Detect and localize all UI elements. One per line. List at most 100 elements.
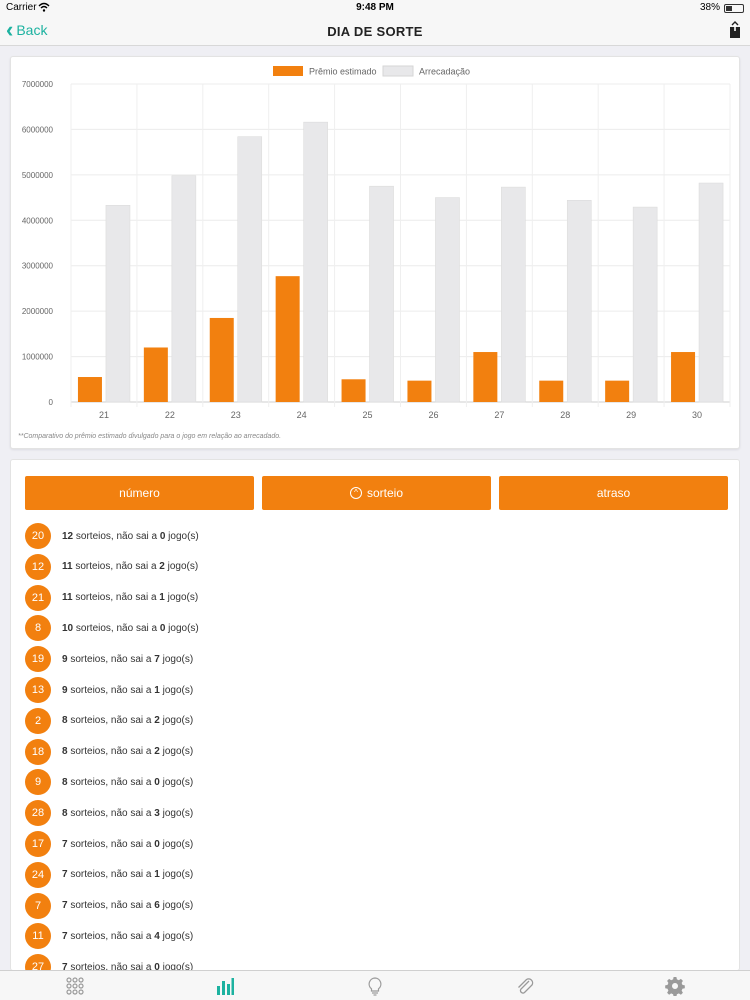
- list-item[interactable]: 8 10 sorteios, não sai a 0 jogo(s): [25, 614, 725, 642]
- x-tick-label: 26: [428, 410, 438, 420]
- ranking-card: número ^ sorteio atraso 20 12 sorteios, n…: [10, 459, 740, 971]
- status-time: 9:48 PM: [356, 2, 394, 13]
- x-tick-label: 21: [99, 410, 109, 420]
- list-item[interactable]: 2 8 sorteios, não sai a 2 jogo(s): [25, 707, 725, 735]
- legend-label: Arrecadação: [419, 67, 470, 77]
- list-item[interactable]: 18 8 sorteios, não sai a 2 jogo(s): [25, 738, 725, 766]
- y-tick-label: 2000000: [22, 307, 54, 316]
- bar-premio: [275, 276, 300, 402]
- carrier-label: Carrier: [6, 2, 37, 13]
- bar-premio: [77, 377, 102, 402]
- number-badge: 24: [25, 861, 51, 888]
- bar-premio: [671, 352, 696, 402]
- item-description: 7 sorteios, não sai a 0 jogo(s): [62, 961, 194, 971]
- bar-premio: [539, 380, 564, 402]
- list-item[interactable]: 24 7 sorteios, não sai a 1 jogo(s): [25, 861, 725, 889]
- number-badge: 8: [25, 615, 51, 642]
- chevron-up-circle-icon: ^: [349, 487, 362, 499]
- back-button[interactable]: ‹ Back: [6, 19, 48, 41]
- sort-button-label: atraso: [596, 486, 631, 500]
- x-tick-label: 22: [165, 410, 175, 420]
- bar-arrecadacao: [632, 206, 658, 403]
- list-item[interactable]: 20 12 sorteios, não sai a 0 jogo(s): [25, 522, 725, 550]
- x-tick-label: 24: [297, 410, 307, 420]
- chart-footnote: **Comparativo do prêmio estimado divulga…: [18, 433, 282, 440]
- x-tick-label: 23: [231, 410, 241, 420]
- bar-premio: [407, 380, 432, 402]
- list-item[interactable]: 9 8 sorteios, não sai a 0 jogo(s): [25, 768, 725, 796]
- list-item[interactable]: 12 11 sorteios, não sai a 2 jogo(s): [25, 553, 725, 581]
- number-badge: 12: [25, 553, 51, 580]
- list-item[interactable]: 11 7 sorteios, não sai a 4 jogo(s): [25, 922, 725, 950]
- bar-arrecadacao: [105, 204, 131, 403]
- status-bar: Carrier 9:48 PM 38%: [0, 0, 750, 16]
- bar-premio: [473, 352, 498, 402]
- y-tick-label: 1000000: [22, 353, 54, 362]
- item-description: 8 sorteios, não sai a 2 jogo(s): [62, 746, 194, 758]
- y-tick-label: 5000000: [22, 171, 54, 180]
- sort-button-label: sorteio: [366, 486, 404, 500]
- item-description: 7 sorteios, não sai a 0 jogo(s): [62, 838, 194, 850]
- list-item[interactable]: 21 11 sorteios, não sai a 1 jogo(s): [25, 584, 725, 612]
- bar-premio: [341, 379, 366, 402]
- number-badge: 18: [25, 738, 51, 765]
- wifi-icon: [38, 1, 50, 16]
- bar-premio: [209, 317, 234, 402]
- list-item[interactable]: 7 7 sorteios, não sai a 6 jogo(s): [25, 892, 725, 920]
- y-tick-label: 3000000: [22, 262, 54, 271]
- share-button[interactable]: [729, 21, 741, 39]
- list-item[interactable]: 27 7 sorteios, não sai a 0 jogo(s): [25, 953, 725, 971]
- number-badge: 9: [25, 769, 51, 796]
- item-description: 11 sorteios, não sai a 2 jogo(s): [62, 561, 199, 573]
- item-description: 7 sorteios, não sai a 6 jogo(s): [62, 900, 194, 912]
- item-description: 9 sorteios, não sai a 1 jogo(s): [62, 684, 194, 696]
- list-item[interactable]: 19 9 sorteios, não sai a 7 jogo(s): [25, 645, 725, 673]
- sort-by-number-button[interactable]: número: [25, 476, 254, 510]
- item-description: 8 sorteios, não sai a 3 jogo(s): [62, 807, 194, 819]
- sort-buttons: número ^ sorteio atraso: [25, 476, 728, 510]
- bar-arrecadacao: [237, 136, 263, 403]
- bar-chart-icon: [217, 978, 234, 995]
- tab-settings[interactable]: [665, 976, 685, 997]
- bar-arrecadacao: [501, 186, 526, 403]
- sort-button-label: número: [119, 486, 160, 500]
- sort-by-draws-button[interactable]: ^ sorteio: [262, 476, 491, 510]
- number-badge: 7: [25, 892, 51, 919]
- bar-arrecadacao: [303, 121, 328, 403]
- item-description: 12 sorteios, não sai a 0 jogo(s): [62, 530, 199, 542]
- number-badge: 11: [25, 923, 51, 950]
- number-badge: 20: [25, 523, 51, 549]
- list-item[interactable]: 28 8 sorteios, não sai a 3 jogo(s): [25, 799, 725, 827]
- navigation-bar: ‹ Back DIA DE SORTE: [0, 16, 750, 46]
- bar-arrecadacao: [566, 199, 592, 403]
- battery-icon: [724, 4, 744, 13]
- number-badge: 28: [25, 800, 51, 827]
- y-tick-label: 6000000: [22, 125, 54, 134]
- sort-by-delay-button[interactable]: atraso: [499, 476, 728, 510]
- tab-tips[interactable]: [365, 976, 385, 996]
- list-item[interactable]: 17 7 sorteios, não sai a 0 jogo(s): [25, 830, 725, 858]
- tab-numbers[interactable]: [65, 976, 85, 996]
- bar-arrecadacao: [435, 197, 460, 403]
- tab-attachments[interactable]: [515, 976, 535, 996]
- list-item[interactable]: 13 9 sorteios, não sai a 1 jogo(s): [25, 676, 725, 704]
- number-badge: 2: [25, 707, 51, 734]
- back-label: Back: [16, 22, 48, 38]
- item-description: 7 sorteios, não sai a 4 jogo(s): [62, 930, 194, 942]
- tab-statistics[interactable]: [215, 976, 235, 996]
- lightbulb-icon: [368, 977, 382, 996]
- bar-arrecadacao: [369, 185, 394, 403]
- number-badge: 27: [25, 954, 51, 970]
- item-description: 8 sorteios, não sai a 2 jogo(s): [62, 715, 194, 727]
- bar-premio: [143, 347, 168, 402]
- bar-chart: Prêmio estimado Arrecadação 0 1000000 200000…: [22, 65, 731, 420]
- bar-premio: [605, 380, 630, 402]
- chart-card: Prêmio estimado Arrecadação 0 1000000 200000…: [10, 56, 740, 449]
- x-tick-label: 29: [626, 410, 636, 420]
- x-tick-label: 25: [363, 410, 373, 420]
- number-badge: 21: [25, 584, 51, 611]
- number-badge: 19: [25, 646, 51, 673]
- bar-arrecadacao: [698, 182, 724, 403]
- item-description: 7 sorteios, não sai a 1 jogo(s): [62, 869, 194, 881]
- gear-icon: [665, 977, 685, 997]
